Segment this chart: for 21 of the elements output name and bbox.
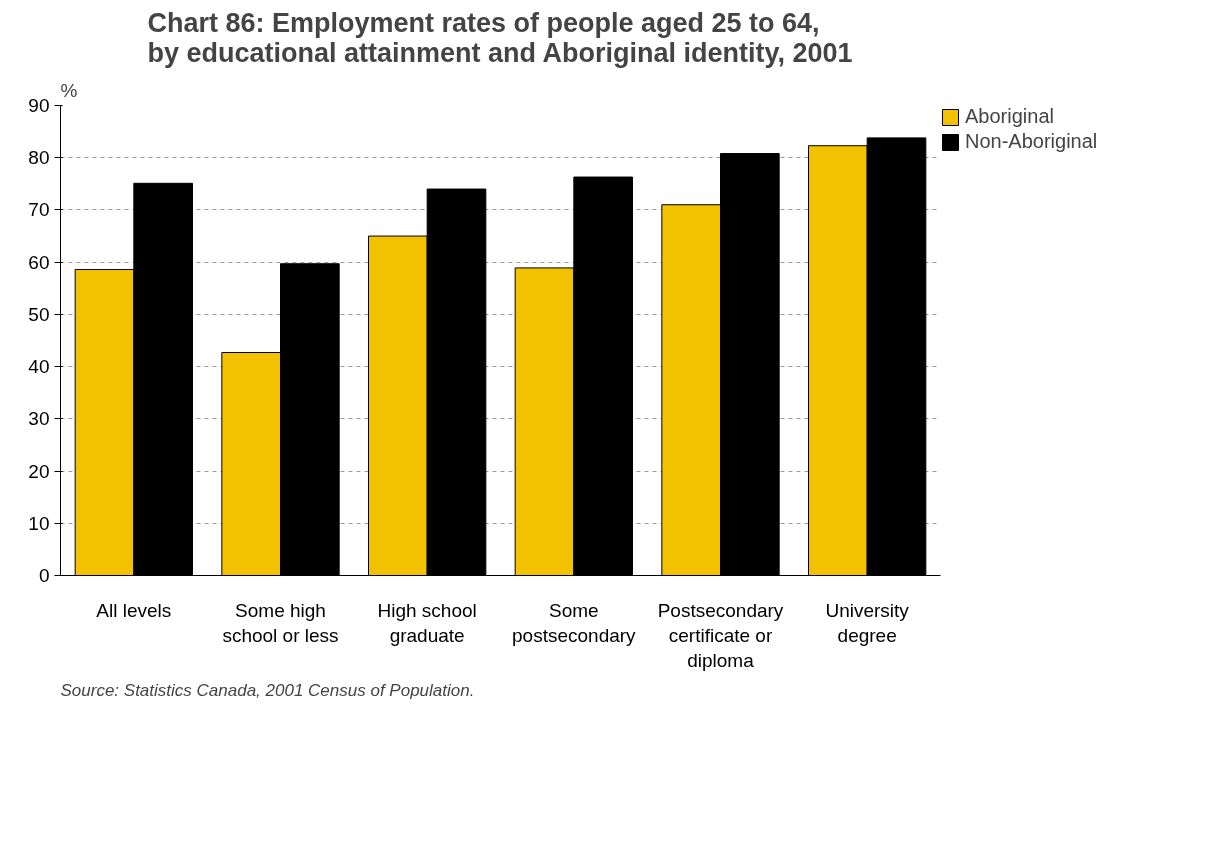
y-tick-label: 50 bbox=[28, 303, 50, 325]
y-axis-title: % bbox=[60, 79, 78, 101]
y-tick-label: 0 bbox=[38, 565, 50, 586]
x-tick-label: High school graduate bbox=[377, 599, 477, 646]
y-tick-label: 40 bbox=[28, 356, 50, 378]
y-tick-label: 90 bbox=[28, 95, 50, 116]
y-tick-label: 20 bbox=[28, 460, 50, 482]
y-tick-label: 10 bbox=[28, 512, 50, 534]
legend-label: Aboriginal bbox=[965, 105, 1054, 128]
y-tick-label: 30 bbox=[28, 408, 50, 430]
source-note: Source: Statistics Canada, 2001 Census of Population. bbox=[60, 680, 475, 700]
x-tick-label: Some postsecondary bbox=[512, 599, 637, 646]
x-tick-label: University degree bbox=[825, 599, 910, 646]
x-tick-label: All levels bbox=[96, 599, 172, 621]
y-tick-label: 70 bbox=[28, 199, 50, 221]
y-tick-label: 60 bbox=[28, 251, 50, 273]
chart-title: Chart 86: Employment rates of people aged 25 to 64, by educational attainment and Aboriginal identity, 2001 bbox=[147, 7, 853, 68]
y-tick-label: 80 bbox=[28, 147, 50, 169]
legend-label: Non-Aboriginal bbox=[965, 130, 1098, 153]
x-tick-label: Some high school or less bbox=[222, 599, 339, 646]
x-tick-label: Postsecondary certificate or diploma bbox=[657, 599, 784, 671]
